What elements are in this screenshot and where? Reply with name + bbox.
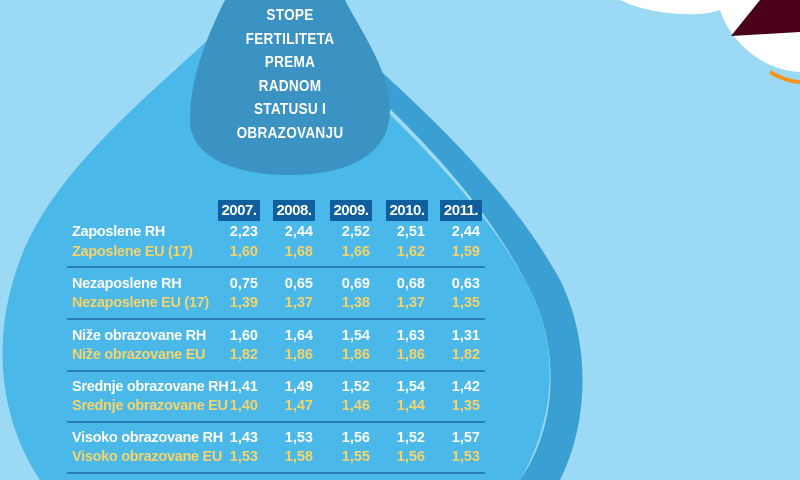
cell-value: 0,69	[341, 276, 370, 292]
row-divider	[67, 266, 485, 268]
cell-value: 1,86	[396, 347, 425, 363]
title-line: FERTILITETA	[245, 30, 335, 48]
cell-value: 1,68	[284, 244, 313, 260]
cell-value: 1,52	[341, 379, 370, 395]
cell-value: 1,58	[284, 449, 313, 465]
cell-value: 1,54	[396, 379, 425, 395]
cell-value: 1,41	[229, 379, 258, 395]
cell-value: 1,39	[229, 295, 258, 311]
cell-value: 1,64	[284, 328, 313, 344]
row-label: Zaposlene RH	[72, 224, 166, 240]
cell-value: 1,56	[396, 449, 425, 465]
year-header: 2010.	[386, 200, 428, 221]
title-line: RADNOM	[258, 77, 322, 95]
cell-value: 1,42	[451, 379, 480, 395]
cell-value: 1,82	[229, 347, 258, 363]
cell-value: 1,56	[341, 430, 370, 446]
cell-value: 1,38	[341, 295, 370, 311]
row-label: Srednje obrazovane RH	[72, 379, 229, 395]
cell-value: 1,63	[396, 328, 425, 344]
cell-value: 2,52	[341, 224, 370, 240]
title-drop	[190, 0, 390, 175]
title-line: PREMA	[264, 54, 316, 71]
row-label: Nezaposlene EU (17)	[72, 295, 209, 311]
year-header: 2008.	[273, 200, 315, 221]
cell-value: 1,35	[451, 398, 480, 414]
cell-value: 1,47	[284, 398, 313, 414]
cell-value: 0,63	[451, 276, 480, 292]
cell-value: 1,60	[229, 244, 258, 260]
title-line: OBRAZOVANJU	[236, 124, 344, 142]
maroon-triangle	[731, 0, 800, 36]
infographic-title: STOPE FERTILITETA PREMA RADNOM STATUSU I OBRA…	[226, 4, 354, 145]
year-header: 2009.	[330, 200, 372, 221]
cell-value: 0,65	[284, 276, 313, 292]
row-label: Srednje obrazovane EU	[72, 398, 228, 414]
cell-value: 2,44	[284, 224, 313, 240]
cell-value: 1,49	[284, 379, 313, 395]
cell-value: 1,82	[451, 347, 480, 363]
orange-ring	[768, 70, 800, 84]
cell-value: 1,46	[341, 398, 370, 414]
cell-value: 1,37	[284, 295, 313, 311]
cell-value: 2,51	[396, 224, 425, 240]
row-divider	[67, 318, 485, 320]
title-line: STATUSU I	[253, 101, 327, 118]
row-label: Visoko obrazovane RH	[72, 430, 223, 446]
row-label: Zaposlene EU (17)	[72, 244, 193, 260]
cell-value: 1,37	[396, 295, 425, 311]
cell-value: 1,59	[451, 244, 480, 260]
cell-value: 0,75	[229, 276, 258, 292]
cell-value: 1,60	[229, 328, 258, 344]
cell-value: 1,54	[341, 328, 370, 344]
cell-value: 1,86	[341, 347, 370, 363]
cell-value: 1,53	[451, 449, 480, 465]
cell-value: 1,31	[451, 328, 480, 344]
cell-value: 1,40	[229, 398, 258, 414]
row-label: Niže obrazovane RH	[72, 328, 206, 344]
row-divider	[67, 472, 485, 474]
cell-value: 0,68	[396, 276, 425, 292]
year-header: 2007.	[218, 200, 260, 221]
cell-value: 1,52	[396, 430, 425, 446]
cell-value: 1,35	[451, 295, 480, 311]
cell-value: 1,53	[284, 430, 313, 446]
row-label: Nezaposlene RH	[72, 276, 182, 292]
large-water-drop-shadow	[275, 0, 583, 480]
cell-value: 1,66	[341, 244, 370, 260]
cell-value: 1,53	[229, 449, 258, 465]
cell-value: 1,55	[341, 449, 370, 465]
cell-value: 1,86	[284, 347, 313, 363]
cell-value: 1,43	[229, 430, 258, 446]
row-divider	[67, 421, 485, 423]
row-label: Niže obrazovane EU	[72, 347, 206, 363]
large-water-drop	[2, 0, 550, 480]
title-line: STOPE	[266, 7, 314, 24]
cell-value: 2,23	[229, 224, 258, 240]
cell-value: 1,44	[396, 398, 425, 414]
year-header: 2011.	[440, 200, 482, 221]
cell-value: 1,57	[451, 430, 480, 446]
cell-value: 2,44	[451, 224, 480, 240]
row-label: Visoko obrazovane EU	[72, 449, 223, 465]
row-divider	[67, 370, 485, 372]
cell-value: 1,62	[396, 244, 425, 260]
